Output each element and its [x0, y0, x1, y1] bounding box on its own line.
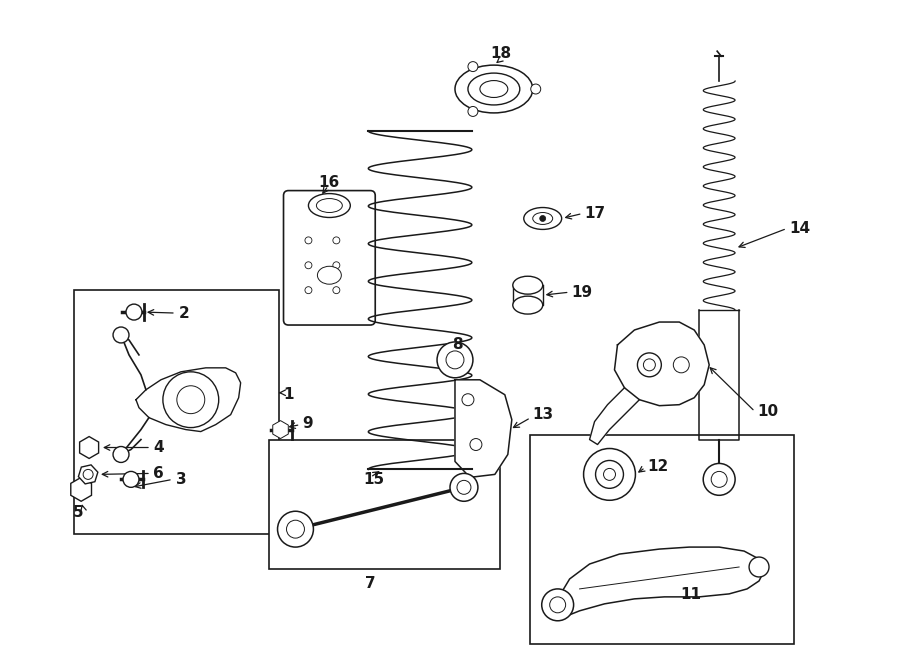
- Circle shape: [446, 351, 464, 369]
- Circle shape: [531, 84, 541, 94]
- Ellipse shape: [513, 276, 543, 294]
- Text: 7: 7: [364, 576, 375, 591]
- Text: 14: 14: [789, 221, 810, 236]
- Circle shape: [437, 342, 472, 378]
- Polygon shape: [615, 322, 709, 406]
- Circle shape: [468, 61, 478, 71]
- Circle shape: [176, 386, 205, 414]
- Text: 4: 4: [153, 440, 164, 455]
- Ellipse shape: [468, 73, 520, 105]
- Text: 13: 13: [533, 407, 554, 422]
- Circle shape: [703, 463, 735, 495]
- Circle shape: [542, 589, 573, 621]
- Bar: [268, 440, 500, 569]
- Circle shape: [333, 237, 340, 244]
- Circle shape: [540, 215, 545, 221]
- Ellipse shape: [533, 212, 553, 225]
- Text: 18: 18: [490, 46, 511, 61]
- Circle shape: [286, 520, 304, 538]
- Text: 19: 19: [572, 285, 593, 299]
- Polygon shape: [558, 547, 764, 617]
- Text: 15: 15: [364, 472, 384, 487]
- Bar: [530, 434, 794, 644]
- Circle shape: [123, 471, 139, 487]
- Circle shape: [333, 262, 340, 269]
- Circle shape: [277, 511, 313, 547]
- Polygon shape: [136, 368, 240, 432]
- Text: 6: 6: [153, 466, 164, 481]
- Circle shape: [711, 471, 727, 487]
- Circle shape: [113, 327, 129, 343]
- Circle shape: [113, 447, 129, 463]
- Ellipse shape: [318, 266, 341, 284]
- Circle shape: [126, 304, 142, 320]
- Circle shape: [305, 262, 312, 269]
- Circle shape: [305, 287, 312, 293]
- Ellipse shape: [524, 208, 562, 229]
- Polygon shape: [455, 380, 512, 477]
- Circle shape: [550, 597, 565, 613]
- Circle shape: [749, 557, 769, 577]
- Ellipse shape: [513, 296, 543, 314]
- Circle shape: [163, 372, 219, 428]
- Ellipse shape: [317, 198, 342, 212]
- Circle shape: [462, 394, 474, 406]
- Circle shape: [457, 481, 471, 494]
- Ellipse shape: [309, 194, 350, 217]
- Text: 1: 1: [284, 387, 294, 403]
- Ellipse shape: [455, 65, 533, 113]
- FancyBboxPatch shape: [284, 190, 375, 325]
- Text: 3: 3: [176, 472, 186, 487]
- Circle shape: [333, 287, 340, 293]
- Text: 2: 2: [179, 305, 190, 321]
- Ellipse shape: [480, 81, 508, 97]
- Text: 8: 8: [452, 337, 463, 352]
- Circle shape: [468, 106, 478, 116]
- Circle shape: [673, 357, 689, 373]
- Circle shape: [305, 237, 312, 244]
- Circle shape: [596, 461, 624, 488]
- Circle shape: [604, 469, 616, 481]
- Circle shape: [583, 449, 635, 500]
- Text: 10: 10: [757, 404, 778, 419]
- Circle shape: [83, 469, 93, 479]
- Bar: [74, 290, 278, 534]
- Text: 11: 11: [680, 587, 702, 602]
- Text: 5: 5: [73, 505, 84, 520]
- Text: 16: 16: [319, 175, 339, 190]
- Text: 12: 12: [647, 459, 669, 474]
- Polygon shape: [590, 388, 639, 444]
- Circle shape: [470, 438, 482, 451]
- Text: 9: 9: [302, 416, 313, 431]
- Circle shape: [637, 353, 662, 377]
- Circle shape: [450, 473, 478, 501]
- Circle shape: [644, 359, 655, 371]
- Text: 17: 17: [585, 206, 606, 221]
